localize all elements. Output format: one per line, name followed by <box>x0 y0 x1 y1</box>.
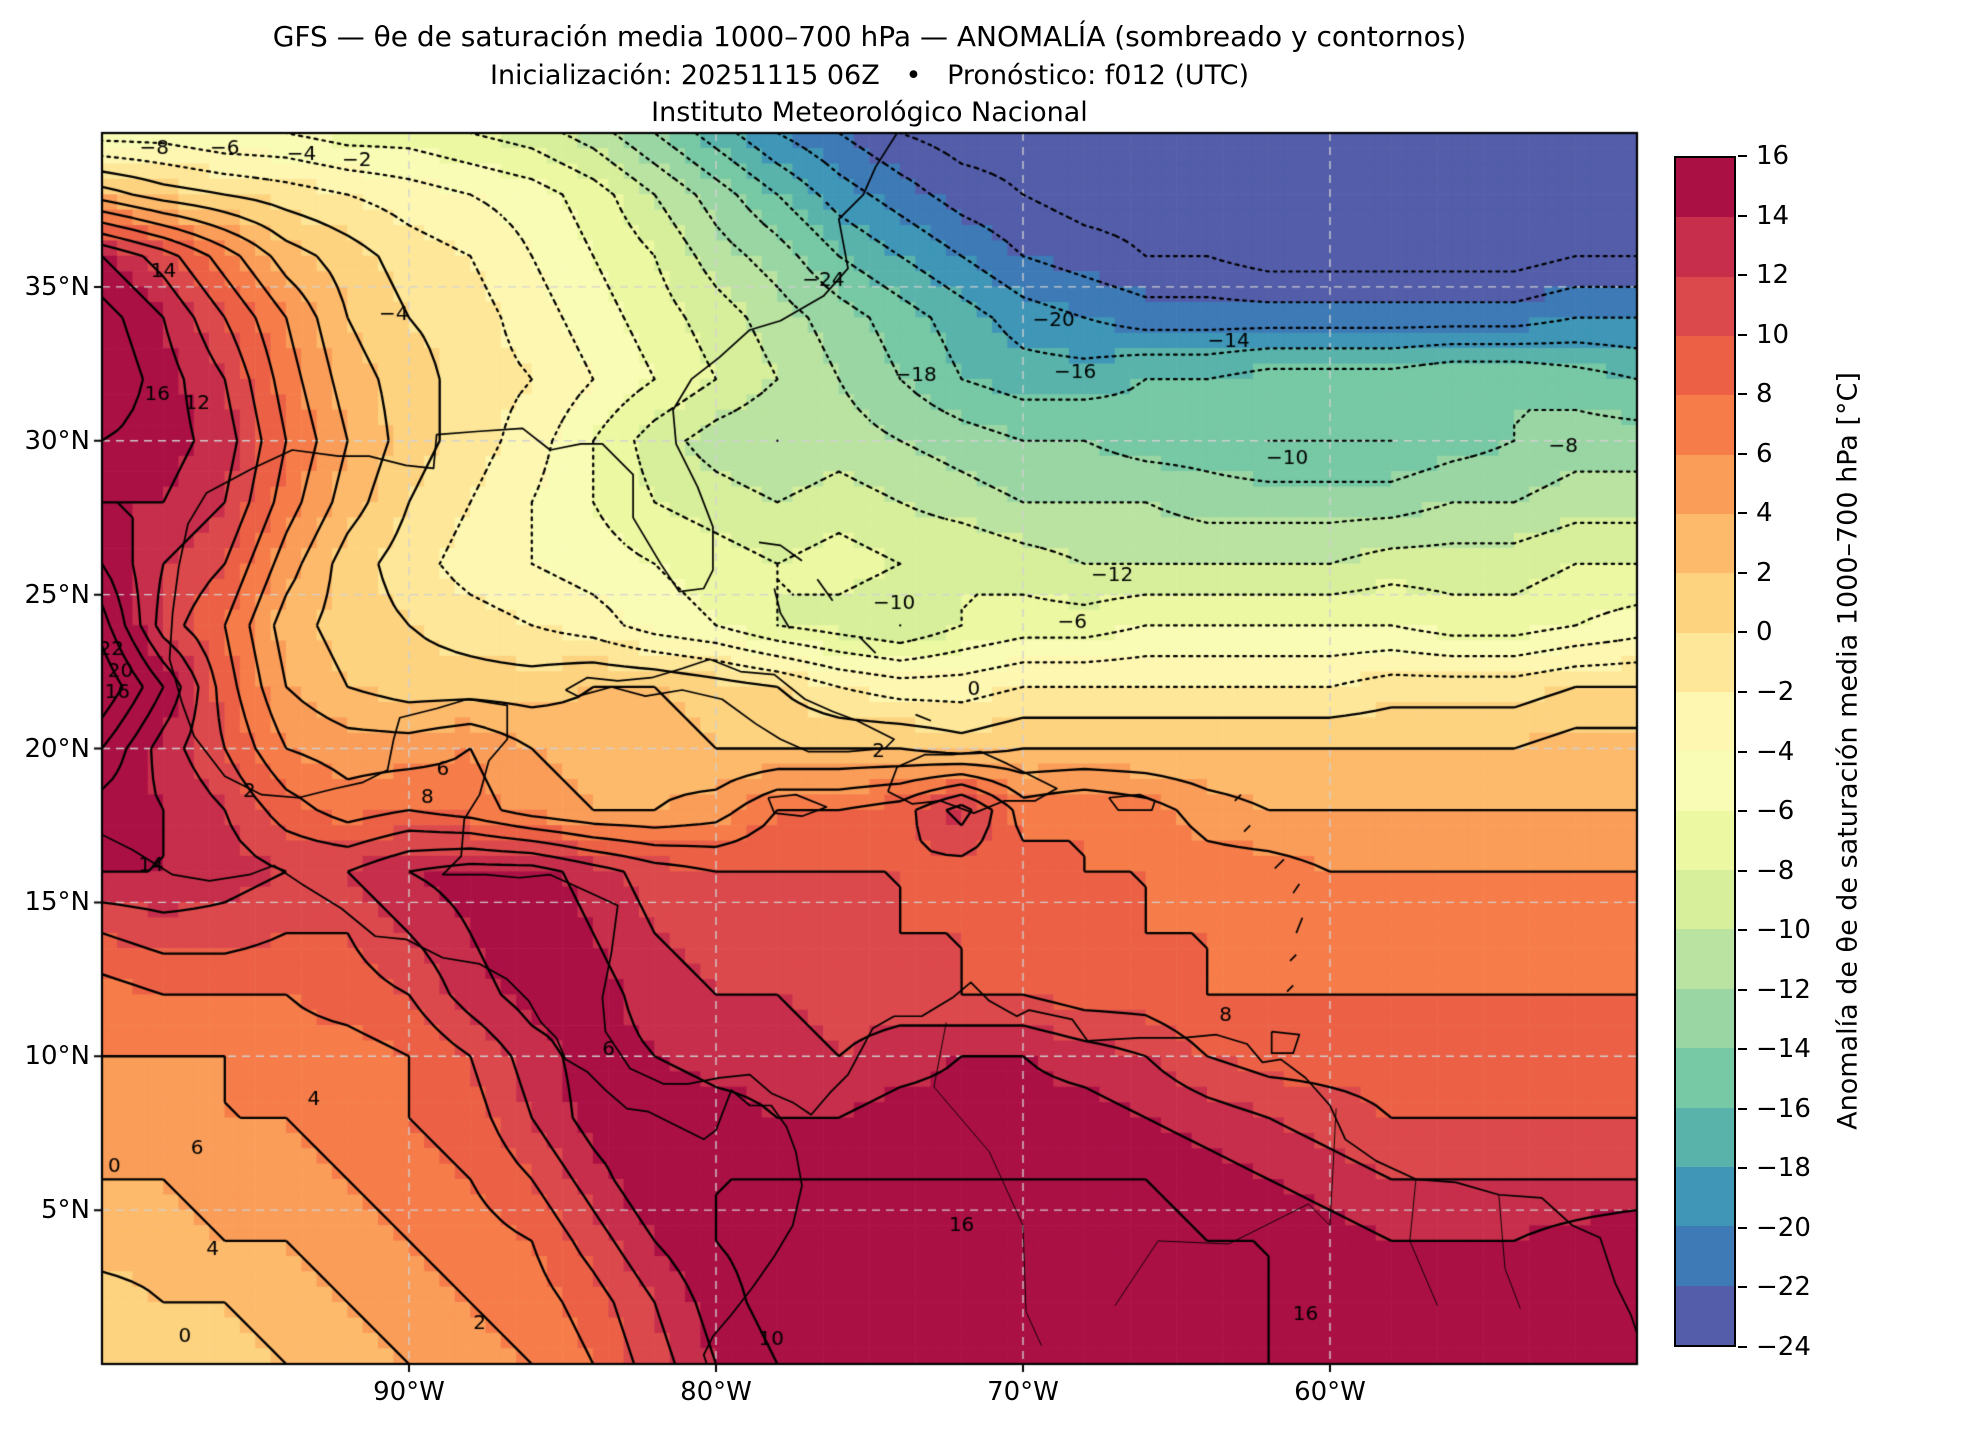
colorbar-tick-label: −12 <box>1756 974 1811 1005</box>
colorbar-tick-mark <box>1738 1048 1747 1051</box>
colorbar-segment <box>1676 692 1734 752</box>
colorbar-tick-mark <box>1738 690 1747 693</box>
y-tick-label: 25°N <box>24 579 90 610</box>
colorbar-tick-label: 6 <box>1756 438 1773 469</box>
colorbar-segment <box>1676 514 1734 574</box>
colorbar-tick-label: 14 <box>1756 200 1790 231</box>
colorbar-tick-label: −4 <box>1756 736 1795 767</box>
colorbar-segment <box>1676 929 1734 989</box>
colorbar-tick-mark <box>1738 750 1747 753</box>
colorbar-segment <box>1676 1048 1734 1108</box>
colorbar-segment <box>1676 988 1734 1049</box>
colorbar-segment <box>1676 454 1734 515</box>
colorbar-tick-mark <box>1738 274 1747 277</box>
colorbar-tick-label: −8 <box>1756 855 1795 886</box>
colorbar-tick-mark <box>1738 810 1747 813</box>
colorbar-segment <box>1676 632 1734 693</box>
y-tick-label: 30°N <box>24 425 90 456</box>
colorbar <box>1674 156 1736 1347</box>
colorbar-segment <box>1676 1285 1734 1345</box>
colorbar-segment <box>1676 1107 1734 1167</box>
y-tick-label: 20°N <box>24 733 90 764</box>
colorbar-segment <box>1676 217 1734 277</box>
colorbar-tick-label: 10 <box>1756 319 1790 350</box>
colorbar-tick-mark <box>1738 393 1747 396</box>
colorbar-segment <box>1676 751 1734 811</box>
colorbar-tick-label: −24 <box>1756 1332 1811 1362</box>
colorbar-tick-label: −20 <box>1756 1212 1811 1243</box>
colorbar-tick-label: −10 <box>1756 915 1811 946</box>
colorbar-segment <box>1676 870 1734 930</box>
colorbar-tick-label: −6 <box>1756 796 1795 827</box>
y-tick-label: 35°N <box>24 271 90 302</box>
colorbar-segment <box>1676 810 1734 871</box>
colorbar-tick-mark <box>1738 631 1747 634</box>
colorbar-segment <box>1676 1166 1734 1227</box>
colorbar-tick-label: 12 <box>1756 260 1790 291</box>
colorbar-tick-label: −22 <box>1756 1272 1811 1303</box>
colorbar-tick-mark <box>1738 988 1747 991</box>
institution-line: Instituto Meteorológico Nacional <box>651 97 1088 128</box>
colorbar-axis-label: Anomalía de θe de saturación media 1000–… <box>1832 372 1864 1130</box>
y-tick-label: 15°N <box>24 887 90 918</box>
run-forecast-subtitle: Inicialización: 20251115 06Z • Pronóstic… <box>489 60 1249 91</box>
colorbar-tick-label: −2 <box>1756 676 1795 707</box>
colorbar-tick-mark <box>1738 214 1747 217</box>
colorbar-tick-label: 2 <box>1756 557 1773 588</box>
x-tick-label: 70°W <box>987 1377 1059 1407</box>
colorbar-tick-label: 0 <box>1756 617 1773 648</box>
x-tick-label: 80°W <box>680 1377 752 1407</box>
colorbar-tick-mark <box>1738 1107 1747 1110</box>
colorbar-tick-mark <box>1738 155 1747 157</box>
colorbar-segment <box>1676 276 1734 337</box>
colorbar-tick-label: −18 <box>1756 1153 1811 1184</box>
colorbar-tick-label: −16 <box>1756 1093 1811 1124</box>
x-tick-label: 90°W <box>373 1377 445 1407</box>
colorbar-tick-mark <box>1738 1167 1747 1170</box>
colorbar-tick-mark <box>1738 1286 1747 1289</box>
colorbar-tick-mark <box>1738 512 1747 515</box>
colorbar-segment <box>1676 573 1734 633</box>
y-tick-label: 5°N <box>41 1195 90 1226</box>
colorbar-tick-label: −14 <box>1756 1034 1811 1065</box>
colorbar-tick-label: 8 <box>1756 379 1773 410</box>
colorbar-segment <box>1676 158 1734 218</box>
colorbar-tick-mark <box>1738 1226 1747 1229</box>
colorbar-tick-mark <box>1738 929 1747 932</box>
colorbar-segment <box>1676 395 1734 455</box>
x-tick-label: 60°W <box>1294 1377 1366 1407</box>
colorbar-tick-label: 16 <box>1756 141 1790 171</box>
colorbar-tick-label: 4 <box>1756 498 1773 529</box>
y-tick-label: 10°N <box>24 1041 90 1072</box>
colorbar-tick-mark <box>1738 333 1747 336</box>
colorbar-segment <box>1676 336 1734 396</box>
page-title: GFS — θe de saturación media 1000–700 hP… <box>272 20 1467 53</box>
colorbar-segment <box>1676 1226 1734 1286</box>
colorbar-tick-mark <box>1738 1346 1747 1348</box>
colorbar-tick-mark <box>1738 869 1747 872</box>
colorbar-tick-mark <box>1738 571 1747 574</box>
colorbar-tick-mark <box>1738 452 1747 455</box>
